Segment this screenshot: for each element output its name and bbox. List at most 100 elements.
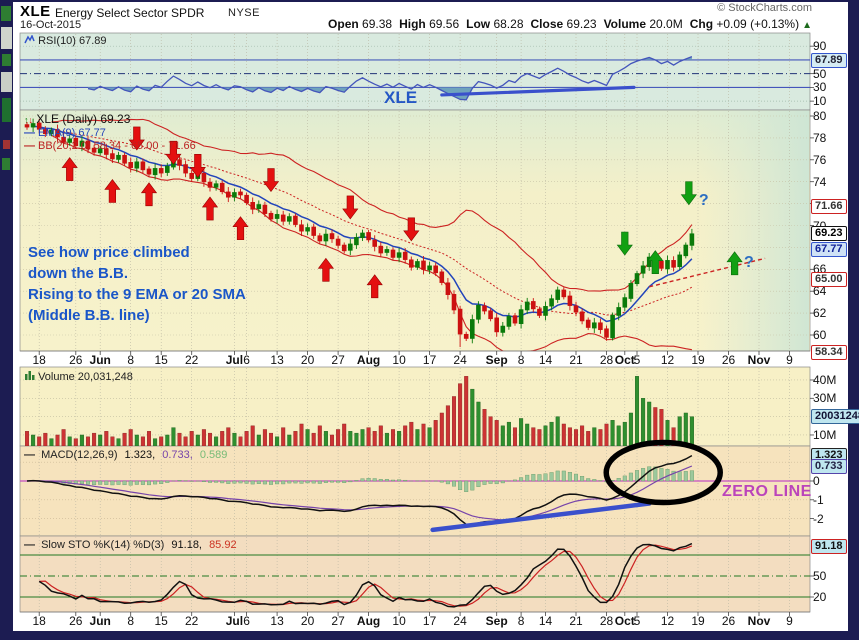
volume-bar	[574, 429, 579, 446]
candle-body	[451, 293, 457, 311]
candle-body	[201, 172, 207, 183]
candle-body	[372, 239, 377, 247]
macd-histogram-bar	[317, 480, 322, 484]
volume-bar	[110, 436, 115, 446]
volume-bar	[439, 412, 444, 446]
rsi-line	[87, 55, 693, 101]
volume-bar	[549, 421, 554, 446]
rsi-series	[87, 55, 693, 101]
macd-histogram-bar	[513, 479, 518, 482]
volume-bar	[37, 436, 42, 446]
volume-bar	[433, 420, 438, 446]
candle-body	[665, 260, 670, 270]
candle-body	[610, 314, 615, 339]
candle-body	[537, 308, 542, 316]
volume-bar	[140, 436, 145, 446]
volume-bar	[183, 436, 188, 446]
volume-bar	[628, 412, 633, 446]
candle-body	[402, 251, 408, 260]
candle-body	[567, 295, 573, 306]
macd-histogram-bar	[488, 480, 493, 484]
sto-series	[38, 542, 693, 608]
candle-body	[104, 148, 109, 155]
candle-body	[384, 249, 390, 253]
volume-bar	[561, 423, 566, 446]
macd-histogram-bar	[683, 471, 688, 482]
volume-bar	[85, 436, 90, 446]
red-up-arrow	[104, 179, 121, 203]
volume-bar	[592, 427, 597, 446]
macd-histogram-bar	[622, 475, 627, 482]
red-down-arrow	[262, 168, 280, 193]
macd-signal-line	[26, 465, 693, 521]
macd-histogram-bar	[275, 480, 280, 485]
macd-histogram-bar	[647, 466, 652, 482]
macd-histogram-bar	[372, 478, 377, 482]
macd-histogram-bar	[238, 480, 243, 484]
volume-bar	[43, 432, 48, 446]
macd-histogram-bar	[592, 479, 597, 482]
volume-bar	[146, 431, 151, 446]
volume-bar	[336, 429, 341, 446]
volume-bar	[354, 432, 359, 446]
macd-histogram-bar	[543, 473, 548, 482]
volume-bar	[299, 423, 304, 446]
candle-body	[24, 124, 30, 128]
macd-histogram-bar	[537, 474, 542, 482]
volume-bar	[55, 434, 60, 446]
candle-body	[207, 181, 213, 188]
volume-bar	[128, 429, 133, 446]
volume-bar	[616, 425, 621, 446]
volume-bar	[330, 434, 335, 446]
red-down-arrow	[342, 195, 359, 220]
candle-body	[366, 232, 371, 241]
volume-bar	[470, 388, 475, 446]
price-panel	[19, 109, 811, 352]
macd-line	[26, 454, 693, 526]
price-panel-future-shade	[700, 110, 809, 351]
volume-bar	[165, 434, 170, 446]
candle-body	[579, 311, 585, 322]
candle-body	[506, 315, 512, 327]
candle-body	[299, 224, 304, 232]
background-window-sliver	[3, 140, 10, 149]
volume-bar	[262, 429, 267, 446]
macd-histogram-bar	[299, 480, 304, 484]
volume-bar	[397, 431, 402, 446]
candle-body	[415, 261, 420, 268]
red-up-arrow	[317, 257, 334, 282]
volume-bar	[73, 438, 78, 446]
red-down-arrow	[189, 154, 206, 178]
volume-bar	[305, 429, 310, 446]
macd-histogram-bar	[269, 480, 274, 485]
candle-body	[73, 137, 79, 147]
macd-histogram-bar	[464, 480, 469, 493]
macd-histogram-bar	[92, 480, 97, 486]
candle-body	[177, 159, 182, 166]
volume-bar	[494, 420, 499, 446]
volume-bar	[79, 434, 84, 446]
candle-body	[396, 252, 402, 258]
volume-bar	[671, 427, 676, 446]
macd-histogram-bar	[159, 480, 164, 485]
macd-histogram-bar	[207, 480, 212, 483]
volume-bar	[519, 418, 524, 446]
macd-histogram-bar	[616, 478, 621, 482]
macd-histogram-bar	[525, 474, 530, 482]
volume-bar	[116, 438, 121, 446]
macd-histogram-bar	[220, 480, 225, 484]
red-down-arrow	[128, 126, 145, 151]
volume-bar	[342, 423, 347, 446]
candle-body	[311, 226, 316, 236]
candle-body	[671, 260, 676, 268]
macd-histogram-bar	[336, 480, 341, 483]
volume-bar	[25, 431, 30, 446]
background-window-sliver	[1, 6, 11, 21]
macd-histogram-bar	[628, 472, 633, 482]
macd-histogram-bar	[458, 480, 463, 491]
green-down-arrow	[680, 181, 697, 206]
candle-body	[244, 194, 249, 204]
candle-body	[512, 315, 518, 324]
candle-body	[622, 297, 628, 308]
macd-histogram-bar	[348, 480, 353, 483]
